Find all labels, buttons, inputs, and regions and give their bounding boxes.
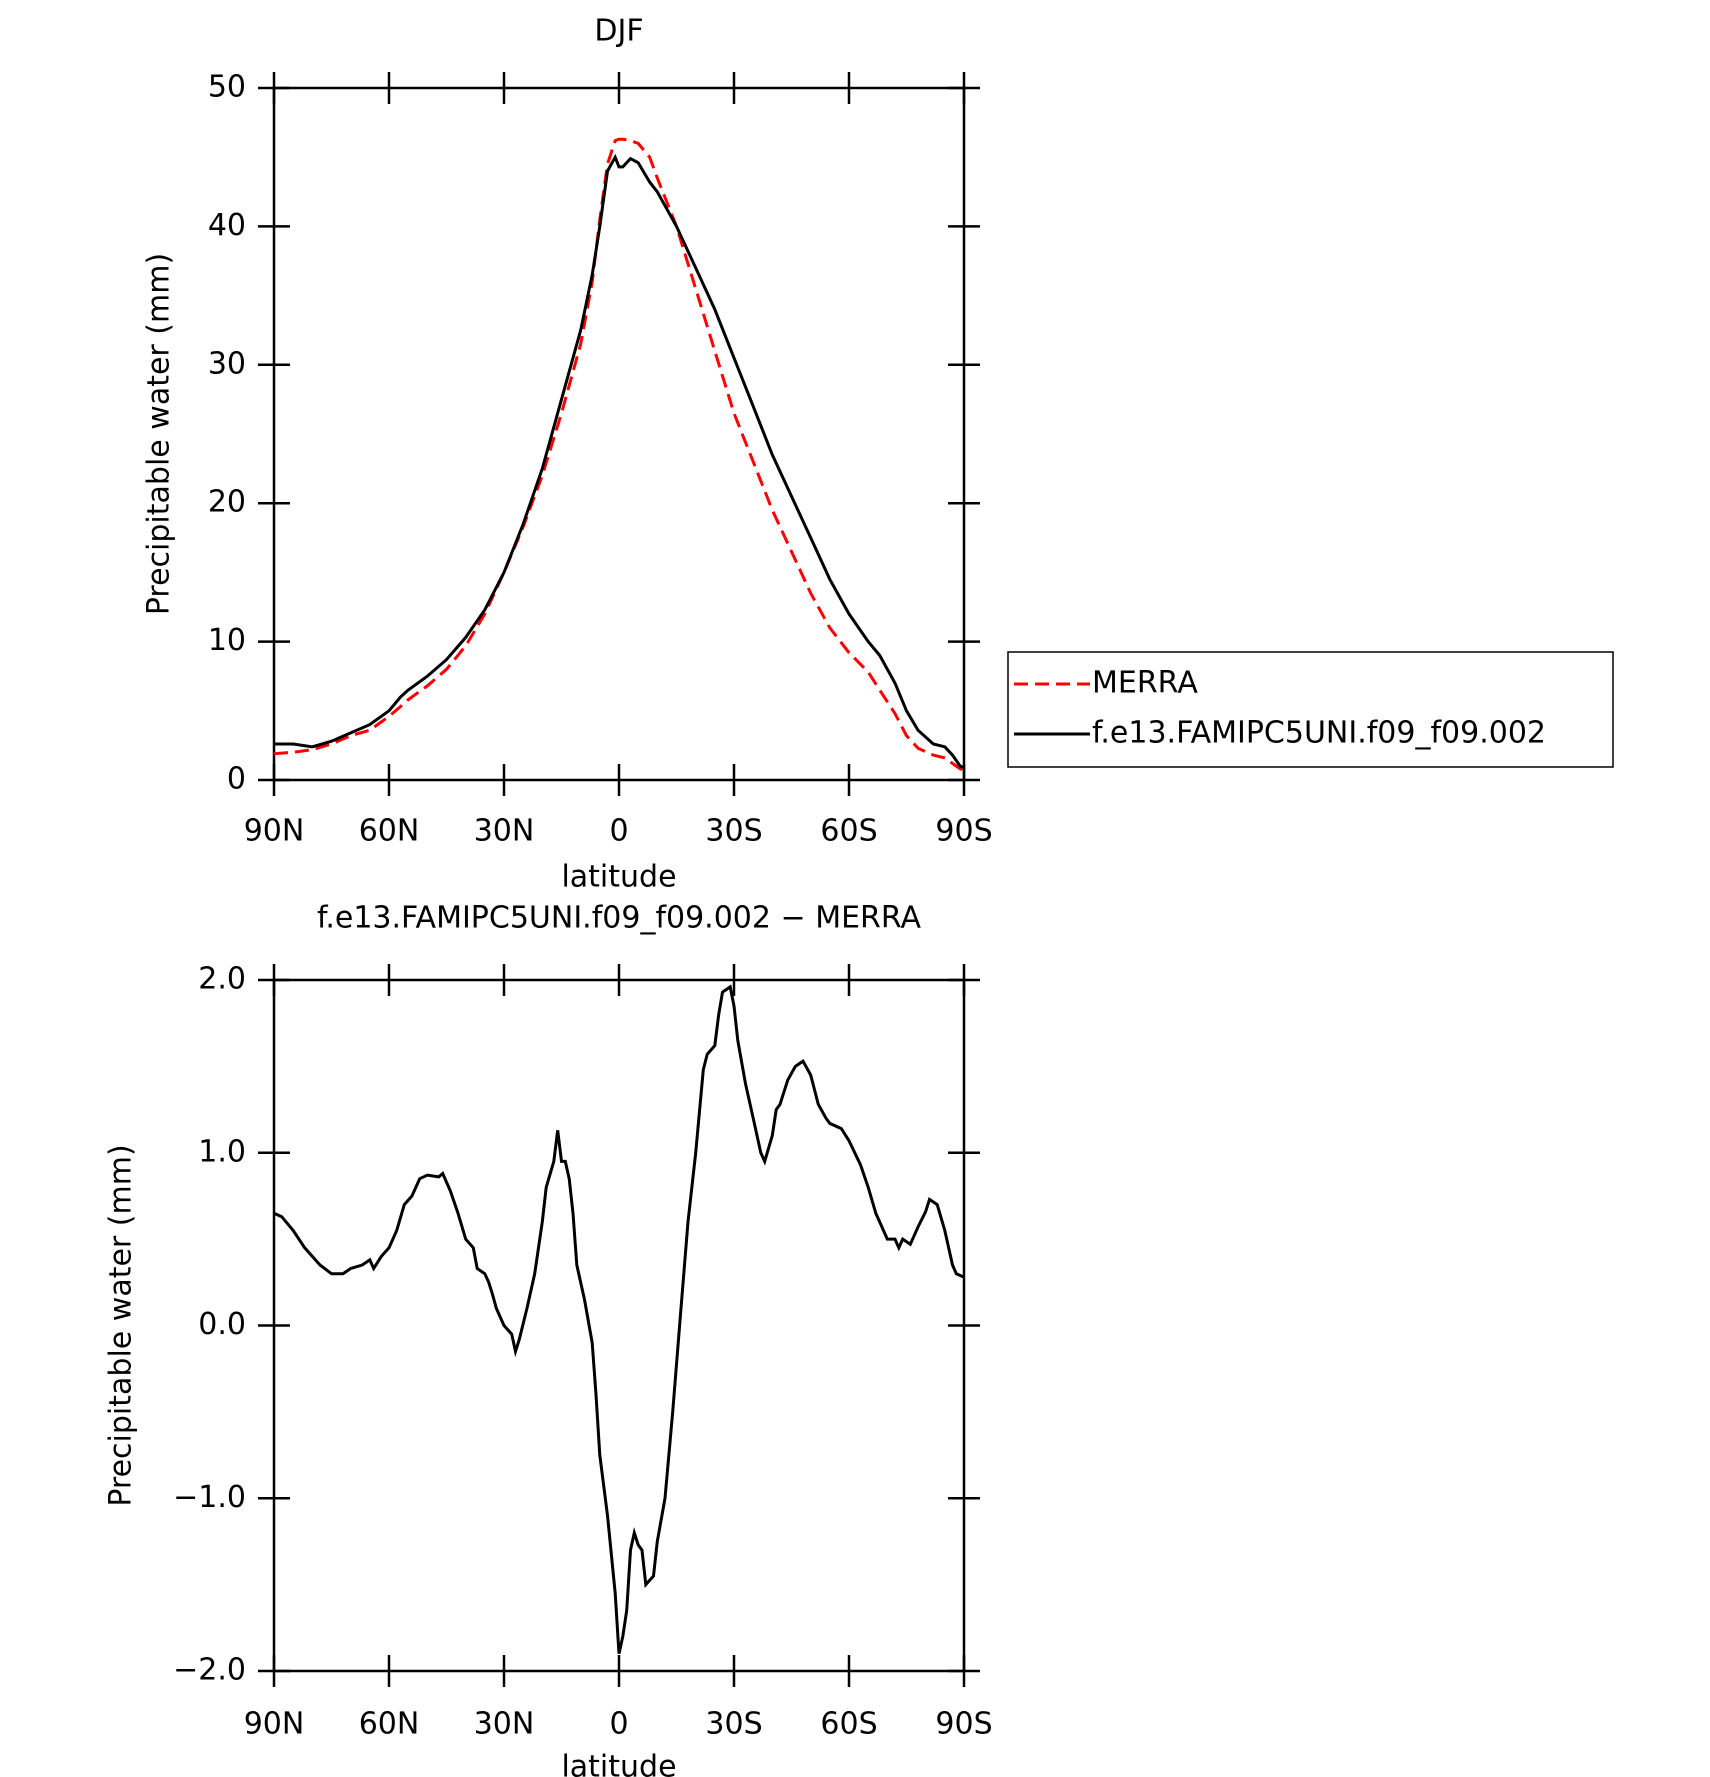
x-tick-label: 90N — [244, 1707, 305, 1742]
x-axis-label: latitude — [561, 860, 676, 895]
panel: f.e13.FAMIPC5UNI.f09_f09.002 − MERRA −2.0… — [104, 901, 993, 1777]
panel: DJF 0 10 20 30 40 50 90N 60N 30N 0 30S 60S 90S latitud… — [142, 14, 1614, 895]
x-tick-label: 60N — [359, 814, 420, 849]
x-tick-label: 30S — [705, 814, 762, 849]
x-axis-label: latitude — [561, 1750, 676, 1777]
x-tick-label: 30S — [705, 1707, 762, 1742]
y-tick-label: 40 — [208, 208, 246, 243]
y-tick-label: 30 — [208, 346, 246, 381]
chart-title: DJF — [594, 14, 643, 49]
x-tick-label: 0 — [609, 814, 628, 849]
x-tick-label: 30N — [474, 814, 535, 849]
chart-title: f.e13.FAMIPC5UNI.f09_f09.002 − MERRA — [317, 901, 922, 936]
y-tick-label: 0 — [227, 762, 246, 797]
data-line — [274, 153, 965, 769]
x-tick-label: 0 — [609, 1707, 628, 1742]
y-axis-label: Precipitable water (mm) — [142, 253, 177, 615]
y-tick-label: 50 — [208, 70, 246, 105]
y-tick-label: −2.0 — [173, 1653, 246, 1688]
y-tick-label: 20 — [208, 485, 246, 520]
plot-frame — [272, 86, 966, 782]
y-tick-label: 0.0 — [198, 1307, 246, 1342]
legend-box — [1007, 651, 1614, 768]
y-tick-label: 10 — [208, 623, 246, 658]
x-tick-label: 90S — [935, 814, 992, 849]
y-axis-label: Precipitable water (mm) — [104, 1144, 139, 1506]
y-tick-label: −1.0 — [173, 1480, 246, 1515]
data-line — [273, 137, 965, 772]
x-tick-label: 60S — [820, 814, 877, 849]
x-tick-label: 30N — [474, 1707, 535, 1742]
data-line — [273, 984, 965, 1655]
x-tick-label: 60N — [359, 1707, 420, 1742]
x-tick-label: 90S — [935, 1707, 992, 1742]
legend-label: f.e13.FAMIPC5UNI.f09_f09.002 — [1092, 716, 1546, 751]
legend-label: MERRA — [1092, 666, 1198, 701]
y-tick-label: 2.0 — [198, 962, 246, 997]
x-tick-label: 90N — [244, 814, 305, 849]
x-tick-label: 60S — [820, 1707, 877, 1742]
y-tick-label: 1.0 — [198, 1134, 246, 1169]
plot-frame — [272, 978, 966, 1673]
